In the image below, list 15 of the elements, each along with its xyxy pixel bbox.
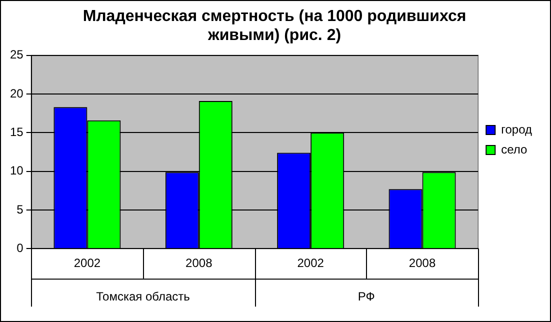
y-tick-label: 15 [10,124,24,139]
text: Томская область [96,289,190,304]
text: РФ [358,289,375,304]
y-tick-label: 5 [16,202,24,216]
y-tick-label: 10 [10,164,24,178]
legend-label: село [501,142,528,156]
y-tick-label: 20 [10,86,24,100]
x-tick-label: 2002 [74,256,101,270]
legend-label: город [501,122,532,136]
x-tick-label: 2008 [186,256,213,270]
chart-title: Младенческая смертность (на 1000 родившихся живыми) (рис. 2) [82,8,466,44]
y-tick-label: 0 [16,240,24,255]
y-tick-label: 25 [10,48,24,62]
x-tick-label: 2002 [297,256,324,270]
x-tick-label: 2008 [408,256,436,270]
